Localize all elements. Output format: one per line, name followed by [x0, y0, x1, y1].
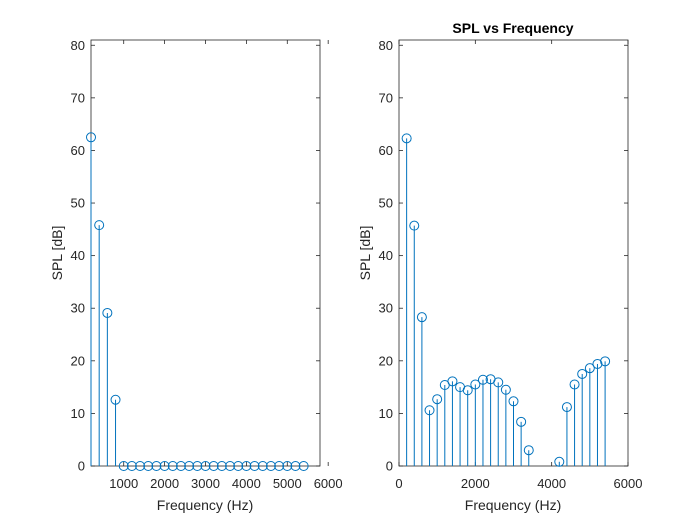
- left-y-tick-label: 30: [71, 301, 85, 316]
- right-stem-marker: [592, 358, 603, 369]
- left-stem-marker: [208, 461, 219, 471]
- right-stem-marker: [500, 384, 511, 395]
- left-stem-marker: [233, 461, 244, 471]
- right-stem-marker: [508, 396, 519, 407]
- left-stem-marker: [110, 394, 121, 405]
- right-y-tick-label: 30: [379, 301, 393, 316]
- left-stem-marker: [298, 461, 309, 471]
- left-x-tick-label: 2000: [150, 476, 179, 491]
- left-stem-marker: [200, 461, 211, 471]
- left-x-tick-label: 4000: [232, 476, 261, 491]
- right-stem-marker: [477, 374, 488, 385]
- left-x-tick-label: 3000: [191, 476, 220, 491]
- left-x-tick-label: 1000: [109, 476, 138, 491]
- left-stem-marker: [86, 132, 96, 143]
- right-y-tick-label: 20: [379, 353, 393, 368]
- right-stem-marker: [577, 368, 588, 379]
- left-y-tick-label: 10: [71, 406, 85, 421]
- left-stem-marker: [225, 461, 236, 471]
- right-stem-marker: [462, 385, 473, 396]
- right-stem-marker: [600, 356, 611, 367]
- right-subplot: SPL vs Frequency 0 10 20 30 40 50 60 70 80 0 2000 4…: [357, 20, 642, 513]
- left-stem-marker: [257, 461, 268, 471]
- left-stem-marker: [265, 461, 276, 471]
- right-stem-marker: [554, 456, 565, 467]
- left-stem-marker: [184, 461, 195, 471]
- left-y-tick-label: 70: [71, 90, 85, 105]
- right-y-tick-label: 70: [379, 90, 393, 105]
- left-stem-marker: [151, 461, 162, 471]
- left-y-tick-label: 50: [71, 196, 85, 211]
- left-x-tick-label: 5000: [273, 476, 302, 491]
- right-stem-marker: [523, 445, 534, 456]
- left-stem-marker: [118, 461, 129, 471]
- left-stem-marker: [249, 461, 260, 471]
- right-y-tick-label: 0: [386, 459, 393, 474]
- right-chart-title: SPL vs Frequency: [452, 20, 573, 36]
- right-stem-marker: [493, 377, 504, 388]
- left-stem-marker: [216, 461, 227, 471]
- right-stem-marker: [447, 376, 458, 387]
- right-stem-marker: [561, 402, 572, 413]
- left-stem-marker: [167, 461, 178, 471]
- right-stem-marker: [432, 394, 443, 405]
- right-stem-marker: [516, 416, 527, 427]
- left-x-tick-label: 6000: [314, 476, 343, 491]
- right-y-tick-label: 10: [379, 406, 393, 421]
- left-y-tick-label: 60: [71, 143, 85, 158]
- right-y-tick-label: 80: [379, 38, 393, 53]
- right-stem-marker: [424, 405, 435, 416]
- right-y-tick-label: 40: [379, 248, 393, 263]
- left-stem-marker: [282, 461, 293, 471]
- right-stem-marker: [584, 363, 595, 374]
- right-stem-marker: [416, 312, 427, 323]
- left-stem-marker: [94, 220, 105, 231]
- right-x-tick-label: 4000: [537, 476, 566, 491]
- left-y-tick-label: 40: [71, 248, 85, 263]
- left-stem-marker: [274, 461, 285, 471]
- left-stem-marker: [135, 461, 146, 471]
- left-subplot: 0 10 20 30 40 50 60 70 80 1000 2000 3000 4000 5000 600…: [49, 38, 343, 513]
- right-y-tick-label: 60: [379, 143, 393, 158]
- right-x-axis-label: Frequency (Hz): [465, 497, 561, 513]
- left-y-axis-label: SPL [dB]: [49, 226, 65, 281]
- left-stem-marker: [159, 461, 170, 471]
- right-stem-marker: [409, 220, 420, 231]
- left-plot-area: [90, 39, 321, 467]
- left-stem-marker: [241, 461, 252, 471]
- right-x-tick-label: 0: [395, 476, 402, 491]
- right-stem-marker: [569, 379, 580, 390]
- left-y-tick-label: 80: [71, 38, 85, 53]
- left-stem-marker: [192, 461, 203, 471]
- right-x-tick-label: 6000: [614, 476, 643, 491]
- left-x-axis-label: Frequency (Hz): [157, 497, 253, 513]
- left-stem-marker: [126, 461, 137, 471]
- right-stem-marker: [401, 133, 412, 144]
- left-stem-marker: [175, 461, 186, 471]
- right-stem-marker: [470, 379, 481, 390]
- right-y-axis-label: SPL [dB]: [357, 226, 373, 281]
- right-y-tick-label: 50: [379, 196, 393, 211]
- left-stem-marker: [143, 461, 154, 471]
- left-stem-marker: [290, 461, 301, 471]
- left-y-tick-label: 0: [78, 459, 85, 474]
- right-x-tick-label: 2000: [461, 476, 490, 491]
- left-stem-marker: [102, 307, 113, 318]
- left-y-tick-label: 20: [71, 353, 85, 368]
